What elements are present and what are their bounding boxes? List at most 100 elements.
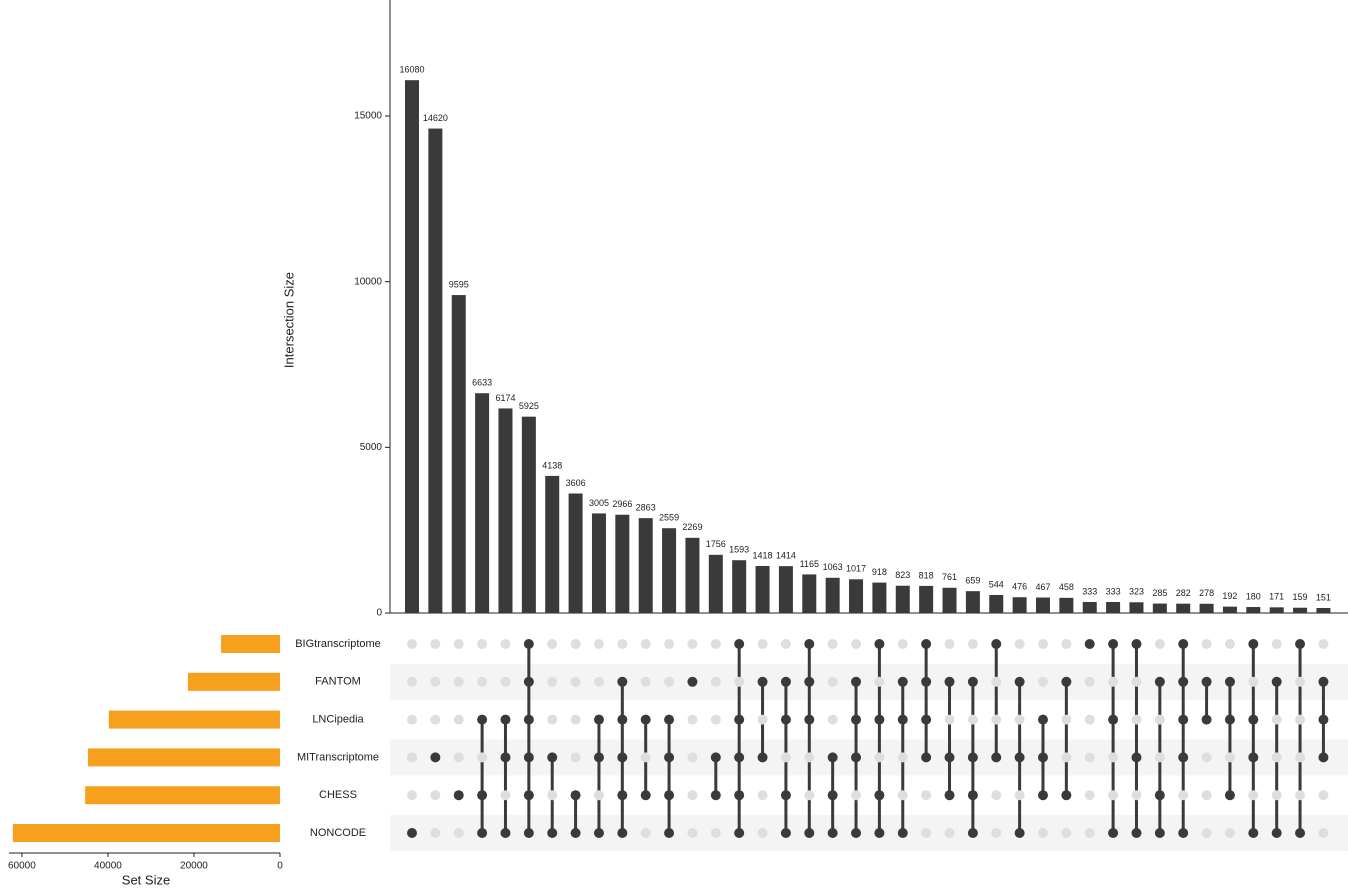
bar xyxy=(1316,607,1331,613)
matrix-dot xyxy=(664,676,675,687)
matrix-dot xyxy=(664,752,675,763)
matrix-dot xyxy=(500,714,511,725)
bar xyxy=(919,585,934,613)
matrix-dot xyxy=(1084,676,1095,687)
matrix-dot xyxy=(1084,790,1095,801)
matrix-dot xyxy=(570,714,581,725)
matrix-dot xyxy=(430,828,441,838)
matrix-dot xyxy=(1318,676,1329,687)
matrix-dot xyxy=(757,639,768,649)
value-label: 2559 xyxy=(659,513,679,523)
matrix-dot xyxy=(547,752,558,763)
matrix-dot xyxy=(804,752,815,763)
matrix-dot xyxy=(710,639,721,649)
matrix-dot xyxy=(430,714,441,725)
set-label: NONCODE xyxy=(310,827,366,839)
value-label: 3005 xyxy=(589,498,609,508)
matrix-dot xyxy=(523,676,534,687)
value-label: 3606 xyxy=(566,478,586,488)
matrix-dot xyxy=(640,639,651,649)
matrix-dot xyxy=(1108,714,1119,725)
matrix-dot xyxy=(1201,752,1212,763)
matrix-dot xyxy=(1201,714,1212,725)
matrix-dot xyxy=(1271,676,1282,687)
matrix-dot xyxy=(1037,790,1048,801)
matrix-dot xyxy=(1061,828,1072,838)
matrix-dot xyxy=(640,752,651,763)
matrix-dot xyxy=(687,752,698,763)
bar xyxy=(1246,607,1261,613)
bar xyxy=(708,554,723,613)
matrix-dot xyxy=(851,828,862,838)
matrix-dot xyxy=(500,676,511,687)
matrix-dot xyxy=(1178,828,1189,838)
matrix-dot xyxy=(1154,714,1165,725)
value-label: 285 xyxy=(1152,588,1167,598)
matrix-dot xyxy=(1178,639,1189,649)
matrix-dot xyxy=(780,752,791,763)
matrix-dot xyxy=(827,676,838,687)
value-label: 823 xyxy=(895,570,910,580)
matrix-dot xyxy=(617,639,628,649)
matrix-dot xyxy=(780,714,791,725)
bar xyxy=(849,579,864,613)
value-label: 14620 xyxy=(423,113,448,123)
value-label: 467 xyxy=(1035,582,1050,592)
matrix-dot xyxy=(687,714,698,725)
matrix-dot xyxy=(1061,714,1072,725)
matrix-dot xyxy=(453,639,464,649)
matrix-dot xyxy=(1295,714,1306,725)
matrix-dot xyxy=(593,828,604,838)
matrix-dot xyxy=(477,790,488,801)
value-label: 458 xyxy=(1059,582,1074,592)
matrix-dot xyxy=(1084,639,1095,649)
matrix-dot xyxy=(640,714,651,725)
matrix-dot xyxy=(687,639,698,649)
matrix-dot xyxy=(991,752,1002,763)
matrix-dot xyxy=(1224,790,1235,801)
matrix-dot xyxy=(734,790,745,801)
matrix-dot xyxy=(453,790,464,801)
matrix-dot xyxy=(710,714,721,725)
matrix-dot xyxy=(523,639,534,649)
matrix-dot xyxy=(1154,828,1165,838)
matrix-dot xyxy=(1014,676,1025,687)
matrix-dot xyxy=(664,790,675,801)
bar xyxy=(685,537,700,613)
matrix-dot xyxy=(1037,752,1048,763)
value-label: 818 xyxy=(919,570,934,580)
matrix-dot xyxy=(734,639,745,649)
matrix-dot xyxy=(477,676,488,687)
matrix-dot xyxy=(570,639,581,649)
bar xyxy=(1129,602,1144,613)
matrix-dot xyxy=(967,639,978,649)
matrix-dot xyxy=(1201,639,1212,649)
y-axis-title: Intersection Size xyxy=(281,272,296,368)
matrix-dot xyxy=(874,639,885,649)
matrix-dot xyxy=(1014,828,1025,838)
bar xyxy=(802,574,817,613)
set-bar xyxy=(87,748,280,767)
bar xyxy=(545,475,560,613)
matrix-dot xyxy=(827,790,838,801)
matrix-dot xyxy=(430,752,441,763)
matrix-dot xyxy=(710,790,721,801)
set-label: BIGtranscriptome xyxy=(295,638,381,650)
matrix-dot xyxy=(734,676,745,687)
y-tick-label: 0 xyxy=(376,608,382,619)
set-bar xyxy=(85,786,280,805)
matrix-dot xyxy=(1318,714,1329,725)
matrix-dot xyxy=(1271,790,1282,801)
matrix-dot xyxy=(1178,676,1189,687)
value-label: 9595 xyxy=(449,279,469,289)
matrix-dot xyxy=(1061,639,1072,649)
matrix-dot xyxy=(407,714,417,725)
matrix-dot xyxy=(1271,714,1282,725)
matrix-dot xyxy=(991,639,1002,649)
matrix-dot xyxy=(710,752,721,763)
matrix-dot xyxy=(407,828,417,838)
bar xyxy=(662,528,677,613)
bar xyxy=(1035,597,1050,613)
bar xyxy=(1012,597,1027,613)
matrix-dot xyxy=(640,828,651,838)
